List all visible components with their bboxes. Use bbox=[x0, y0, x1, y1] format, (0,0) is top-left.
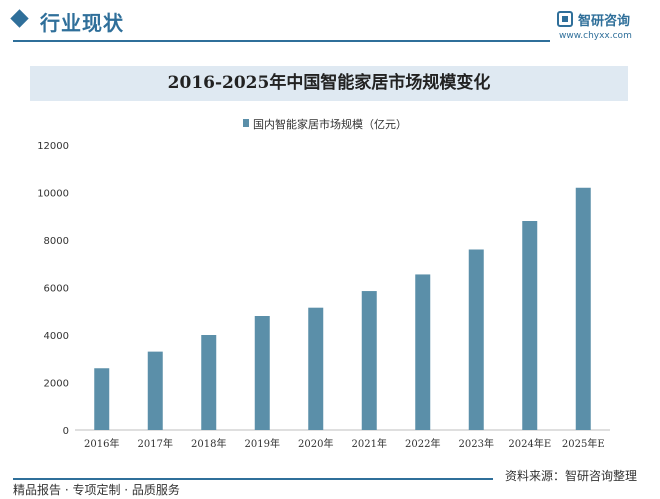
x-tick-label: 2025年E bbox=[562, 437, 605, 450]
bar bbox=[201, 335, 217, 430]
bar bbox=[147, 351, 163, 430]
footer-divider bbox=[13, 478, 493, 480]
x-tick-label: 2024年E bbox=[508, 437, 551, 450]
bar bbox=[361, 291, 377, 430]
section-title: 行业现状 bbox=[40, 11, 124, 35]
bar bbox=[415, 274, 431, 430]
y-tick-label: 10000 bbox=[37, 189, 69, 200]
brand-logo: 智研咨询 www.chyxx.com bbox=[557, 9, 657, 43]
x-tick-label: 2022年 bbox=[405, 437, 440, 450]
source-note: 资料来源：智研咨询整理 bbox=[505, 469, 638, 483]
brand-url: www.chyxx.com bbox=[559, 31, 632, 41]
legend-swatch bbox=[243, 119, 249, 127]
chart-title: 2016-2025年中国智能家居市场规模变化 bbox=[167, 73, 491, 93]
x-tick-label: 2018年 bbox=[191, 437, 226, 450]
logo-icon bbox=[557, 11, 573, 27]
header-divider bbox=[13, 40, 550, 42]
y-tick-label: 6000 bbox=[44, 284, 69, 295]
bar bbox=[575, 187, 591, 430]
x-tick-label: 2020年 bbox=[298, 437, 333, 450]
bar bbox=[522, 221, 538, 430]
y-tick-label: 8000 bbox=[44, 236, 69, 247]
y-tick-label: 4000 bbox=[44, 331, 69, 342]
bar bbox=[94, 368, 110, 430]
footer-tagline: 精品报告 · 专项定制 · 品质服务 bbox=[13, 483, 180, 497]
x-tick-label: 2017年 bbox=[138, 437, 173, 450]
x-tick-label: 2016年 bbox=[84, 437, 119, 450]
header: 行业现状 智研咨询 www.chyxx.com bbox=[0, 0, 660, 46]
x-tick-label: 2021年 bbox=[352, 437, 387, 450]
y-tick-label: 2000 bbox=[44, 379, 69, 390]
bar bbox=[254, 316, 270, 430]
legend-label: 国内智能家居市场规模（亿元） bbox=[253, 118, 407, 131]
y-tick-label: 12000 bbox=[37, 141, 69, 152]
chart-title-band: 2016-2025年中国智能家居市场规模变化 bbox=[30, 66, 628, 101]
bar bbox=[308, 307, 324, 430]
y-tick-label: 0 bbox=[63, 426, 69, 437]
brand-name: 智研咨询 bbox=[578, 14, 631, 29]
bar bbox=[468, 249, 484, 430]
x-tick-label: 2023年 bbox=[459, 437, 494, 450]
x-tick-label: 2019年 bbox=[245, 437, 280, 450]
